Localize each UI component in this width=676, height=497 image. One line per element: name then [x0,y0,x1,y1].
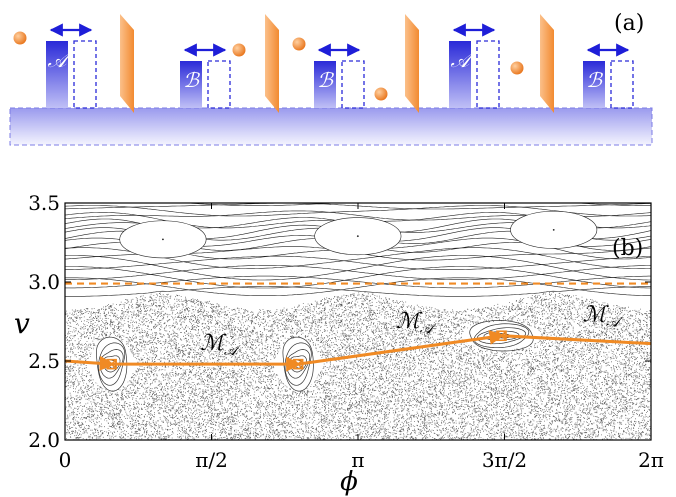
barrier-displaced-outline [73,40,97,109]
base-plate [9,107,653,146]
upper-island-center [356,235,359,238]
panel-b-label: (b) [612,236,643,261]
y-tick-label: 2.5 [28,349,60,373]
particle-3 [374,87,388,101]
invariant-curve [65,286,651,297]
invariant-curve [65,255,651,281]
trajectory-segment [65,355,115,371]
island-curve [473,323,530,349]
upper-island-center [552,228,555,231]
x-tick-label: π/2 [195,448,228,472]
island-curve [282,336,314,392]
invariant-curve [65,205,651,217]
barrier-displaced-outline [476,40,500,109]
moving-wall-1 [265,14,279,113]
upper-island-center [162,238,164,241]
y-tick-label: 3.0 [28,270,60,294]
island-curve [96,336,128,392]
barrier-B-4: ℬ [583,43,634,109]
barrier-A-0: 𝒜 [46,23,97,109]
island-curve [284,342,312,386]
island-curve [477,327,526,345]
barrier-displaced-outline [341,60,365,109]
fixed-point-marker [292,358,304,370]
barrier-displaced-outline [610,60,634,109]
moving-wall-0 [120,14,134,113]
island-curve [483,330,520,341]
particle-4 [510,61,524,75]
invariant-curve [65,275,651,289]
x-tick-label: 0 [59,448,72,472]
y-axis-label: v [14,307,30,340]
particle-0 [13,31,27,45]
x-axis-label: ϕ [340,467,358,497]
barrier-solid [314,61,336,108]
island-curve [469,320,534,352]
barrier-solid [449,41,471,108]
x-tick-label: 3π/2 [482,448,527,472]
y-tick-label: 3.5 [28,191,60,215]
particle-1 [232,43,246,57]
particle-2 [292,37,306,51]
barrier-displaced-outline [207,60,231,109]
barrier-solid [583,61,605,108]
manifold-label: ℳ𝒜 [396,309,437,337]
invariant-curve [65,277,651,297]
barrier-solid [180,61,202,108]
x-tick-label: π [351,448,364,472]
trajectory-segment [501,334,651,346]
panel-a-label: (a) [614,11,644,36]
barrier-solid [46,41,68,108]
barrier-label: ℬ [183,68,200,92]
barrier-B-2: ℬ [314,43,365,109]
barrier-label: 𝒜 [451,48,476,72]
invariant-curve [65,255,651,271]
barrier-label: ℬ [317,68,334,92]
barrier-label: ℬ [586,68,603,92]
barrier-A-3: 𝒜 [449,23,500,109]
invariant-curve [65,265,651,280]
barrier-label: 𝒜 [48,48,73,72]
trajectory-segment [297,329,505,366]
moving-wall-2 [405,14,419,113]
moving-wall-3 [540,14,554,113]
barrier-B-1: ℬ [180,43,231,109]
x-tick-label: 2π [638,448,664,472]
fixed-point-marker [496,330,507,342]
panel-a-schematic: 𝒜 ℬ ℬ 𝒜 ℬ (a) [9,11,653,146]
y-tick-label: 2.0 [28,428,60,452]
fixed-point-marker [106,358,117,370]
invariant-curve [65,266,651,289]
